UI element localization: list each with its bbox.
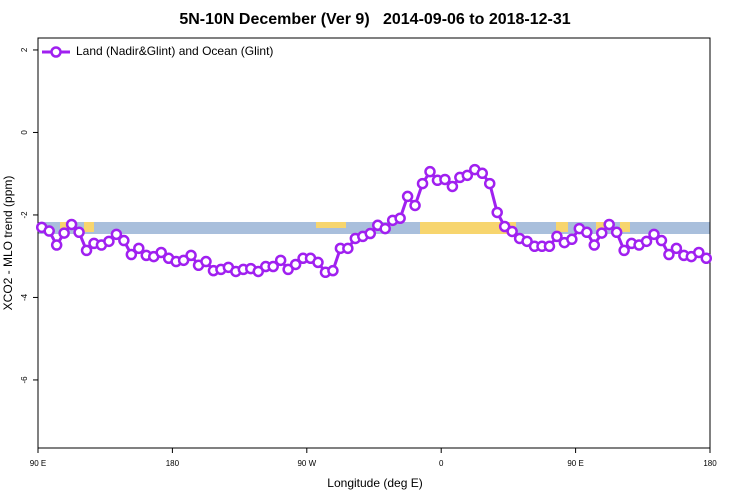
x-tick-label: 90 W [297,459,316,468]
x-tick-label: 0 [439,459,444,468]
legend-marker [50,46,62,58]
data-point [133,242,145,255]
data-point [342,242,354,255]
data-point [118,234,130,247]
data-point [543,240,556,253]
data-point [125,248,138,261]
data-point [670,242,683,255]
y-tick-label: -4 [20,293,29,301]
data-point [603,218,615,231]
data-point [185,249,197,262]
data-point [110,228,123,241]
x-tick-label: 180 [703,459,717,468]
data-point [506,225,518,238]
data-point [409,199,421,212]
data-point [416,177,429,190]
data-point [282,263,294,276]
data-point [155,246,167,259]
data-point [663,248,675,261]
data-point [177,254,190,267]
data-point [289,258,302,271]
data-point [700,252,713,265]
data-point [65,218,78,231]
data-point [588,239,601,251]
data-point [521,235,533,248]
data-point [491,206,503,219]
x-tick-label: 90 E [567,459,583,468]
chart-title: 5N-10N December (Ver 9) 2014-09-06 to 20… [179,11,570,28]
legend-label: Land (Nadir&Glint) and Ocean (Glint) [76,44,273,58]
data-point [648,228,660,241]
data-point [200,255,212,268]
data-point [693,246,705,259]
y-tick-label: 0 [20,130,29,135]
data-point [581,226,593,239]
data-point [379,222,391,235]
y-tick-label: -2 [20,211,29,219]
y-tick-label: -6 [20,376,29,384]
y-tick-label: 2 [20,47,29,52]
data-point [43,225,55,237]
data-point [312,256,324,269]
data-point [424,165,436,178]
x-axis-label: Longitude (deg E) [327,476,422,490]
data-point [327,264,339,277]
data-point [446,180,459,193]
data-point [58,227,70,239]
data-point [274,254,287,267]
data-point [252,265,265,278]
x-tick-label: 180 [166,459,180,468]
data-point [394,212,406,225]
data-point [401,190,414,203]
data-point [551,230,563,243]
data-point [73,226,85,239]
data-point [610,226,623,239]
data-point [566,233,578,246]
data-point [655,234,668,247]
data-point [618,244,630,257]
data-point [50,239,63,251]
y-axis-label: XCO2 - MLO trend (ppm) [1,176,15,311]
data-point [461,169,474,182]
data-point [267,260,279,273]
plot-frame [37,37,711,449]
data-point [103,235,115,248]
x-tick-label: 90 E [30,459,46,468]
legend: Land (Nadir&Glint) and Ocean (Glint) [42,44,273,58]
data-point [476,167,489,180]
data-point [364,227,377,240]
data-point [595,227,608,239]
data-point [640,235,653,248]
data-point [80,244,93,257]
data-point [439,173,451,186]
data-point [483,177,496,190]
data-point [498,220,511,233]
